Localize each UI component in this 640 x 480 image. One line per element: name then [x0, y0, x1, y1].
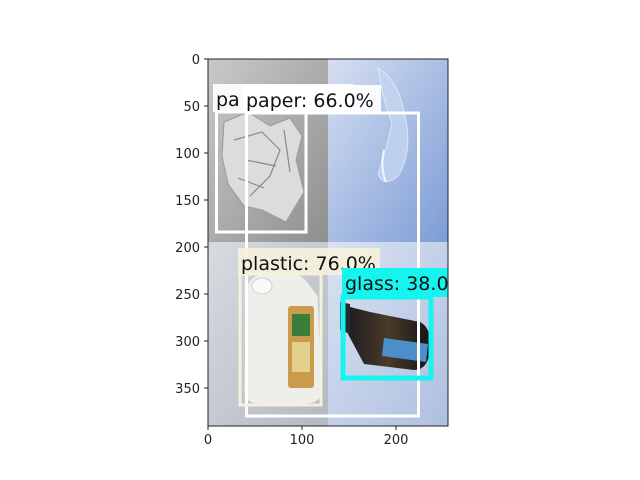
plastic-jug-object: [243, 272, 323, 405]
label-paper: paper: 66.0%: [246, 90, 374, 112]
x-tick-label: 200: [384, 433, 409, 448]
axes-frame: [207, 58, 449, 427]
x-axis: 0 100 200: [204, 426, 409, 448]
y-axis: 0 50 100 150 200 250 300 350: [175, 53, 208, 397]
y-tick-label: 250: [175, 288, 200, 303]
crumpled-paper-object: [221, 111, 305, 223]
label-glass: glass: 38.0: [345, 273, 449, 295]
y-tick-label: 300: [175, 335, 200, 350]
label-bg-glass: [342, 268, 448, 297]
y-tick-label: 0: [192, 53, 200, 68]
y-tick-label: 200: [175, 241, 200, 256]
detection-layer: pa paper: 66.0% plastic: 76.0% glass: 38…: [213, 84, 449, 418]
x-tick-label: 100: [290, 433, 315, 448]
label-bg-paper: [243, 85, 381, 113]
x-tick-label: 0: [204, 433, 212, 448]
y-tick-label: 150: [175, 194, 200, 209]
label-paper-small: pa: [216, 89, 240, 111]
glass-shard-object: [377, 67, 409, 183]
y-tick-label: 50: [183, 100, 200, 115]
y-tick-label: 350: [175, 382, 200, 397]
y-tick-label: 100: [175, 147, 200, 162]
